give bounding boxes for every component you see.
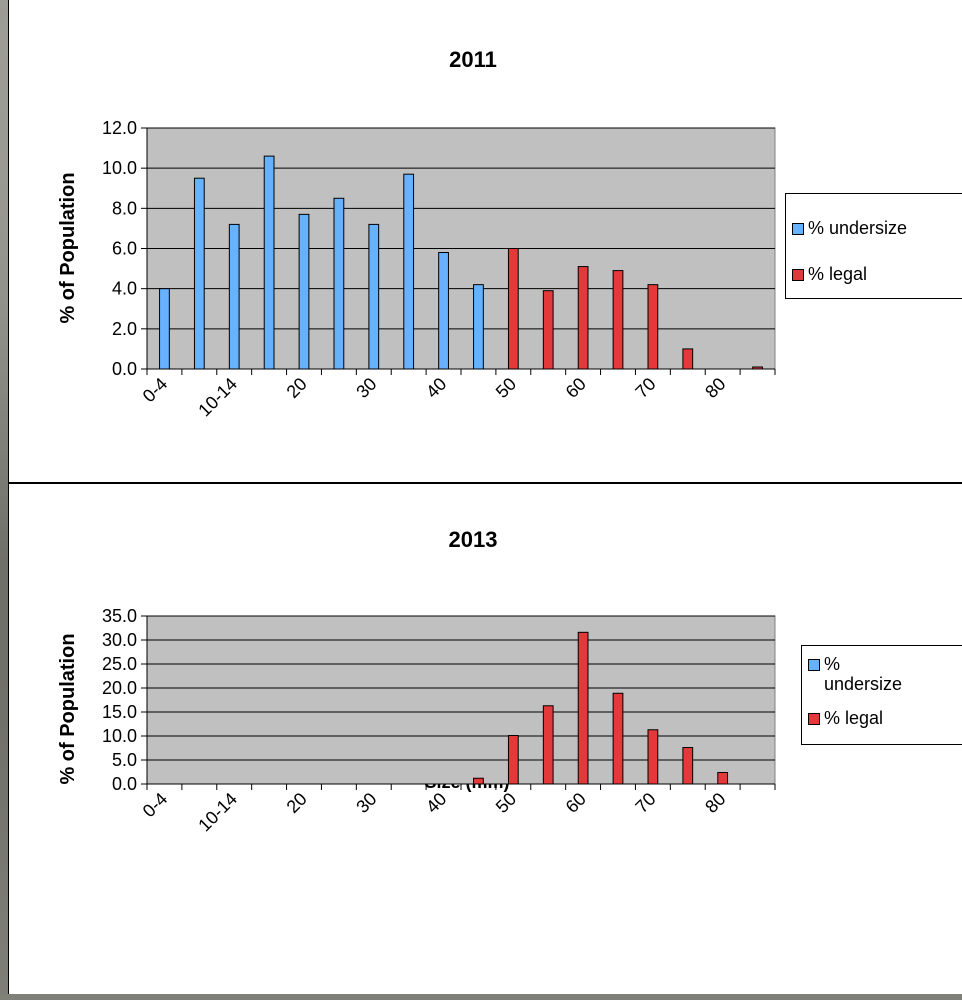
bar-undersize [298,213,310,370]
bar-legal [647,284,659,370]
legend-item-undersize: % undersize [808,654,903,694]
x-tick-label: 70 [631,374,659,402]
legend-swatch [808,659,820,671]
legend: % undersize % legal [801,645,962,745]
bar-legal [717,771,729,785]
chart-2013: 2013 % of Population Size (mm) 0.05.010.… [57,527,776,836]
bar-undersize [403,173,415,370]
bar-legal [542,290,554,370]
x-tick-label: 50 [492,789,520,817]
bar-legal [577,631,589,785]
x-tick-label: 40 [422,789,450,817]
bar-undersize [228,223,240,370]
bar-undersize [438,252,449,370]
legend: % undersize % legal [785,193,962,299]
x-tick-label: 30 [352,374,380,402]
x-tick-label: 80 [701,374,729,402]
bar-legal [682,348,694,370]
y-tick-label: 25.0 [102,654,137,674]
plot-area [146,615,776,785]
bar-undersize [473,284,484,370]
y-tick-label: 0.0 [112,774,137,794]
bar-legal [542,705,554,785]
legend-item-legal: % legal [792,264,867,284]
x-tick-label: 70 [631,789,659,817]
legend-label: % undersize [808,218,908,238]
y-tick-label: 6.0 [112,239,137,259]
y-tick-label: 8.0 [112,198,137,218]
chart-2011: 2011 % of Population 0.0 2.0 4.0 6.0 8.0 10.0… [57,47,776,421]
legend-item-undersize: % undersize [792,218,907,238]
legend-item-legal: % legal [808,708,883,728]
bar-legal [577,266,589,370]
bar-legal [507,248,519,370]
chart-panel-2011: 2011 % of Population 0.0 2.0 4.0 6.0 8.0 10.0… [8,0,962,483]
bar-undersize [333,197,345,370]
y-tick-label: 4.0 [112,279,137,299]
y-axis-label: % of Population [57,172,79,323]
legend-label: % legal [808,264,868,284]
x-tick-label: 20 [283,789,311,817]
bar-undersize [368,223,380,370]
x-tick-label: 30 [352,789,380,817]
legend-label: % undersize [824,654,903,694]
bar-legal [647,729,659,785]
bar-legal [612,692,624,785]
x-tick-label: 20 [283,374,311,402]
x-tick-label: 60 [562,374,590,402]
bar-undersize [193,177,205,370]
chart-title: 2013 [449,527,498,552]
bar-undersize [263,155,275,370]
legend-swatch [792,269,804,281]
legend-swatch [808,713,820,725]
y-tick-label: 10.0 [102,726,137,746]
y-axis-label: % of Population [57,633,79,784]
x-tick-label: 10-14 [194,789,241,836]
y-tick-label: 2.0 [112,319,137,339]
bar-undersize [159,288,170,370]
y-tick-label: 30.0 [102,630,137,650]
x-tick-label: 50 [492,374,520,402]
chart-panel-2013: 2013 % of Population Size (mm) 0.05.010.… [8,483,962,994]
y-tick-label: 0.0 [112,359,137,379]
y-tick-label: 10.0 [102,158,137,178]
x-tick-label: 60 [562,789,590,817]
legend-swatch [792,223,804,235]
bar-legal [507,735,519,785]
legend-label: % legal [824,708,884,728]
y-tick-label: 5.0 [112,750,137,770]
x-tick-label: 80 [701,789,729,817]
y-tick-label: 15.0 [102,702,137,722]
chart-title: 2011 [449,47,497,72]
bar-legal [473,777,484,785]
y-tick-label: 20.0 [102,678,137,698]
y-tick-label: 35.0 [102,606,137,626]
x-tick-label: 0-4 [139,789,172,822]
bar-legal [682,747,694,785]
x-tick-label: 10-14 [194,374,241,421]
y-tick-label: 12.0 [102,118,137,138]
bar-legal [612,270,624,370]
x-tick-label: 0-4 [139,374,172,407]
x-tick-label: 40 [422,374,450,402]
